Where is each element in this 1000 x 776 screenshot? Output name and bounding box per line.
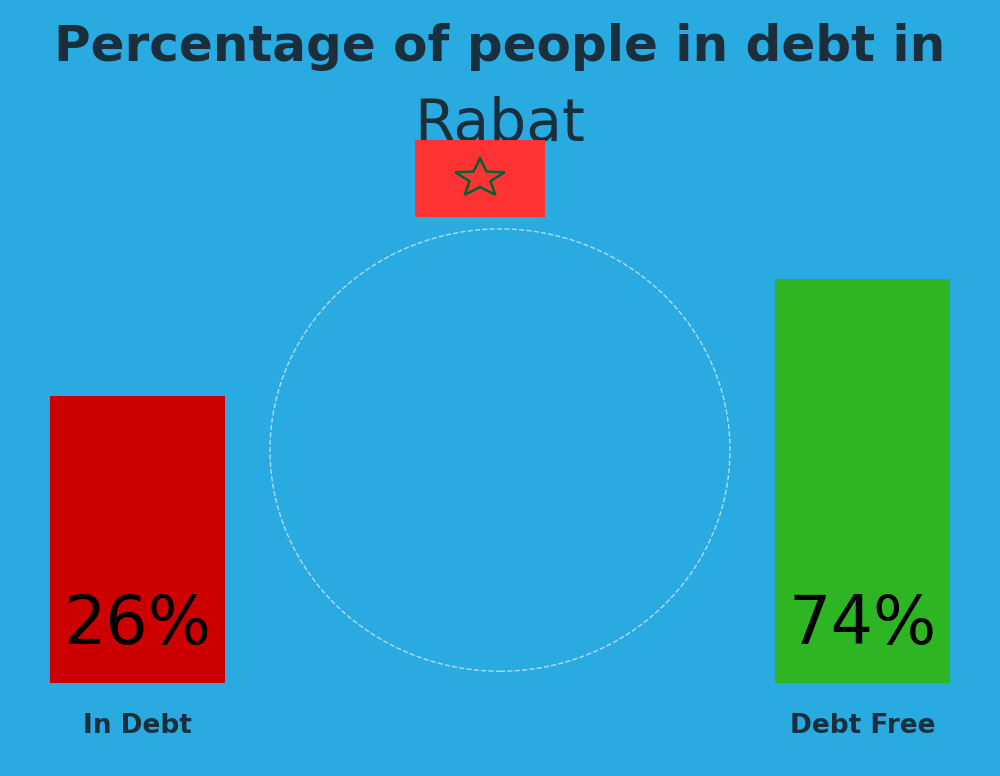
Text: 74%: 74%	[788, 591, 937, 658]
Text: Rabat: Rabat	[415, 95, 585, 153]
FancyBboxPatch shape	[50, 396, 225, 683]
Text: 26%: 26%	[64, 591, 212, 658]
Text: Percentage of people in debt in: Percentage of people in debt in	[54, 23, 946, 71]
Text: In Debt: In Debt	[83, 712, 192, 739]
Text: Debt Free: Debt Free	[790, 712, 935, 739]
FancyBboxPatch shape	[415, 140, 545, 217]
FancyBboxPatch shape	[775, 279, 950, 683]
